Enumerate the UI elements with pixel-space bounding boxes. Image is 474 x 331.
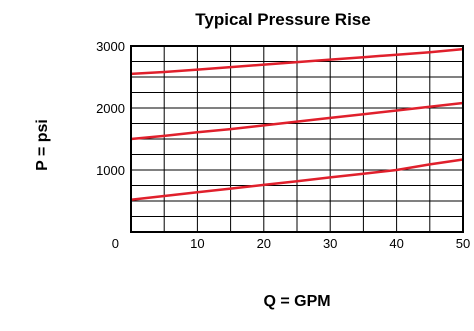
chart-title: Typical Pressure Rise [195,10,370,29]
series-line-1 [130,47,464,76]
x-tick-label: 40 [389,236,403,251]
plot-frame [130,45,464,233]
x-tick-label: 0 [112,236,119,251]
y-axis-label: P = psi [34,119,51,171]
series-line-2 [130,101,464,141]
series-group [130,47,464,202]
y-tick-label: 3000 [96,39,125,54]
x-tick-label: 50 [456,236,470,251]
x-axis-label: Q = GPM [263,293,330,310]
x-tick-labels: 0 10 20 30 40 50 [112,236,470,251]
x-tick-label: 30 [323,236,337,251]
y-tick-label: 2000 [96,101,125,116]
series-line-3 [130,158,464,202]
x-tick-label: 10 [190,236,204,251]
y-tick-label: 1000 [96,163,125,178]
x-tick-label: 20 [257,236,271,251]
y-tick-labels: 1000 2000 3000 [96,39,125,178]
grid [131,46,463,232]
